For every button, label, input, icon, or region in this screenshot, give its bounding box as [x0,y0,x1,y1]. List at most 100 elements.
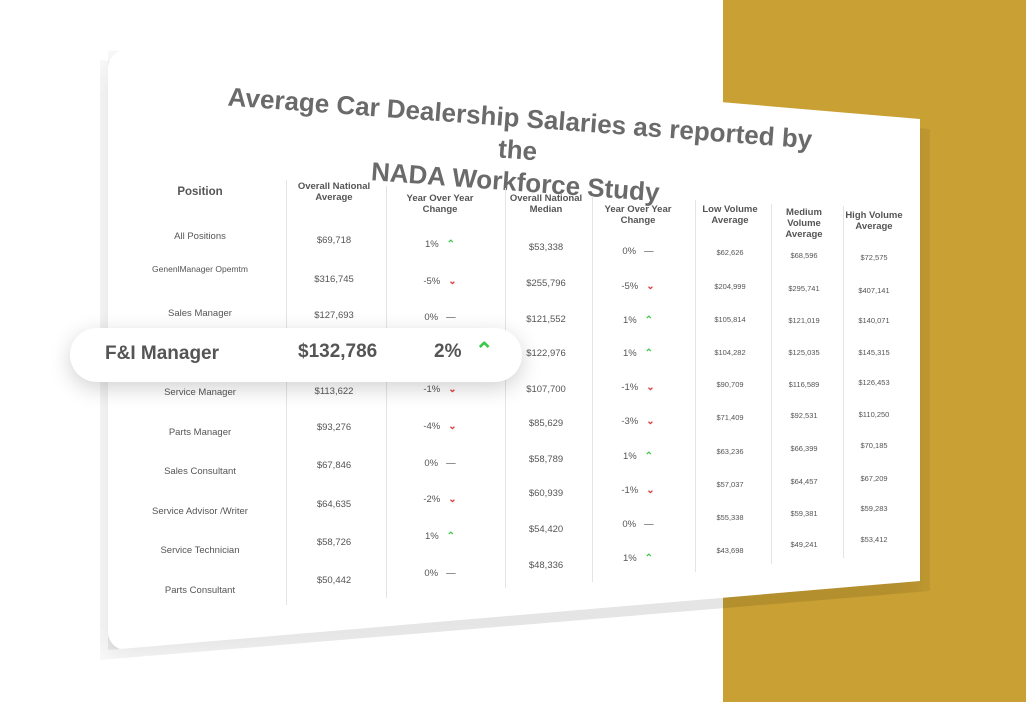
cell-med: $64,457 [759,477,849,486]
cell-text: $63,236 [716,447,744,456]
cell-text: $59,381 [790,509,818,518]
column-divider [592,196,593,582]
cell-text: $67,846 [316,460,352,471]
position-label: Parts Manager [130,427,270,438]
cell-yoy1: -1% ⌄ [395,384,485,395]
header-position: Position [177,186,223,198]
cell-median: $107,700 [501,384,591,395]
cell-text: $110,250 [858,410,890,419]
cell-yoy2: 0% — [593,519,683,530]
column-divider [695,200,696,572]
chevron-down-icon: ⌄ [646,382,655,393]
position-label: Service Advisor /Writer [130,506,270,517]
cell-text: $145,315 [858,348,890,357]
cell-text: All Positions [174,231,226,242]
cell-avg: $93,276 [289,422,379,433]
header-high: High Volume Average [845,210,903,232]
cell-median: $54,420 [501,524,591,535]
cell-low: $204,999 [685,282,775,291]
cell-text: $407,141 [858,286,890,295]
cell-high: $140,071 [829,316,919,325]
cell-text: $140,071 [858,316,890,325]
cell-text: 1% [424,531,439,542]
cell-text: $104,282 [714,348,746,357]
cell-median: $122,976 [501,348,591,359]
cell-text: $90,709 [716,380,744,389]
cell-text: Service Manager [164,387,236,398]
position-label: Service Technician [130,545,270,556]
cell-high: $70,185 [829,441,919,450]
cell-text: $107,700 [526,384,566,395]
cell-text: $57,037 [716,480,744,489]
cell-text: $54,420 [528,524,564,535]
cell-med: $59,381 [759,509,849,518]
cell-text: $105,814 [714,315,746,324]
cell-avg: $67,846 [289,460,379,471]
cell-text: 0% [424,568,439,579]
cell-text: $255,796 [526,278,566,289]
cell-yoy1: 0% — [395,458,485,469]
cell-med: $125,035 [759,348,849,357]
chevron-up-icon: ⌃ [644,348,654,359]
chevron-up-icon: ⌃ [446,239,456,250]
cell-text: $67,209 [860,474,888,483]
cell-text: $122,976 [526,348,566,359]
cell-yoy1: -4% ⌄ [395,421,485,432]
cell-text: 1% [622,451,637,462]
cell-yoy1: -2% ⌄ [395,494,485,505]
cell-high: $145,315 [829,348,919,357]
cell-text: -1% [423,384,441,395]
cell-low: $55,338 [685,513,775,522]
cell-text: $93,276 [316,422,352,433]
cell-text: 0% [424,312,439,323]
cell-yoy1: 0% — [395,568,485,579]
chevron-up-icon: ⌃ [446,531,456,542]
cell-text: $55,338 [716,513,744,522]
cell-text: -4% [423,421,441,432]
cell-low: $71,409 [685,413,775,422]
cell-text: -1% [621,485,639,496]
cell-avg: $316,745 [289,274,379,285]
cell-text: $66,399 [790,444,818,453]
cell-med: $66,399 [759,444,849,453]
chevron-down-icon: ⌄ [646,281,655,292]
cell-text: $60,939 [528,488,564,499]
cell-yoy2: 0% — [593,246,683,257]
column-divider [386,186,387,598]
cell-yoy1: 1% ⌃ [395,531,485,542]
highlight-average: $132,786 [298,341,378,362]
chevron-down-icon: ⌄ [646,485,655,496]
position-label: Sales Consultant [130,466,270,477]
cell-text: Sales Manager [168,308,232,319]
cell-avg: $69,718 [289,235,379,246]
highlight-position: F&I Manager [105,343,220,364]
cell-text: $72,575 [860,253,888,262]
chevron-up-icon: ⌃ [644,553,654,564]
cell-text: $71,409 [716,413,744,422]
cell-text: $70,185 [860,441,888,450]
cell-yoy2: 1% ⌃ [593,348,683,359]
cell-med: $92,531 [759,411,849,420]
cell-text: Parts Consultant [164,585,236,596]
position-label: All Positions [130,231,270,242]
chevron-down-icon: ⌄ [646,416,655,427]
cell-text: -5% [423,276,441,287]
cell-text: $295,741 [788,284,820,293]
chevron-down-icon: ⌄ [448,276,457,287]
cell-text: $126,453 [858,378,890,387]
cell-med: $116,589 [759,380,849,389]
cell-yoy1: -5% ⌄ [395,276,485,287]
cell-text: $59,283 [860,504,888,513]
chevron-down-icon: ⌄ [448,421,457,432]
cell-text: -1% [621,382,639,393]
cell-yoy2: 1% ⌃ [593,315,683,326]
cell-text: $53,338 [528,242,564,253]
cell-text: $64,635 [316,499,352,510]
header-median: Overall National Median [509,193,583,215]
cell-text: $68,596 [790,251,818,260]
cell-high: $53,412 [829,535,919,544]
cell-text: $116,589 [788,380,820,389]
cell-high: $110,250 [829,410,919,419]
cell-avg: $58,726 [289,537,379,548]
cell-text: -3% [621,416,639,427]
